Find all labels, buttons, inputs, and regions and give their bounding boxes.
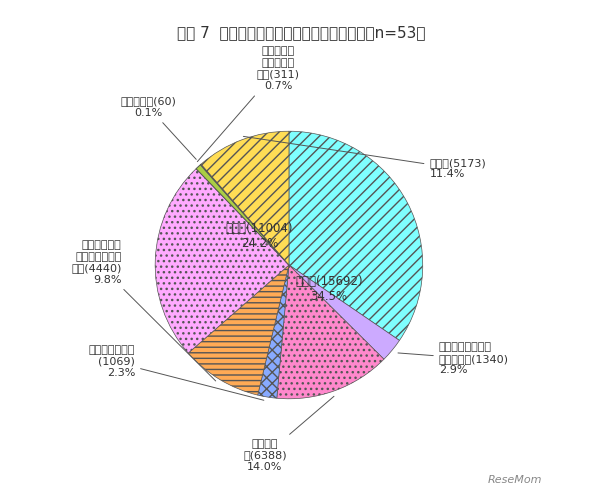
Text: 電気、ガス、熱供
給、水道業(1340)
2.9%: 電気、ガス、熱供 給、水道業(1340) 2.9% bbox=[398, 342, 509, 375]
Text: 情報通信
業(6388)
14.0%: 情報通信 業(6388) 14.0% bbox=[243, 396, 334, 472]
Text: 図表 7  求人のあった企業数（業種ごと）　（n=53）: 図表 7 求人のあった企業数（業種ごと） （n=53） bbox=[177, 25, 425, 40]
Wedge shape bbox=[277, 265, 384, 399]
Wedge shape bbox=[289, 265, 400, 359]
Wedge shape bbox=[258, 265, 289, 398]
Text: 学術研究、専
門・技術サービ
ス業(4440)
9.8%: 学術研究、専 門・技術サービ ス業(4440) 9.8% bbox=[72, 240, 216, 381]
Wedge shape bbox=[196, 164, 289, 265]
Text: 運輸業、郵便業
(1069)
2.3%: 運輸業、郵便業 (1069) 2.3% bbox=[88, 344, 264, 401]
Text: ReseMom: ReseMom bbox=[487, 475, 542, 485]
Text: 鉱業、採石
業、砂利採
取業(311)
0.7%: 鉱業、採石 業、砂利採 取業(311) 0.7% bbox=[197, 46, 300, 162]
Wedge shape bbox=[188, 265, 289, 395]
Wedge shape bbox=[201, 131, 289, 265]
Wedge shape bbox=[155, 168, 289, 353]
Text: 建設業(5173)
11.4%: 建設業(5173) 11.4% bbox=[243, 136, 486, 180]
Text: 農業、林業(60)
0.1%: 農業、林業(60) 0.1% bbox=[120, 96, 196, 160]
Wedge shape bbox=[289, 131, 423, 340]
Wedge shape bbox=[200, 164, 289, 265]
Text: 製造業(15692)
34.5%: 製造業(15692) 34.5% bbox=[295, 275, 363, 303]
Text: その他(11004)
24.2%: その他(11004) 24.2% bbox=[226, 222, 293, 250]
